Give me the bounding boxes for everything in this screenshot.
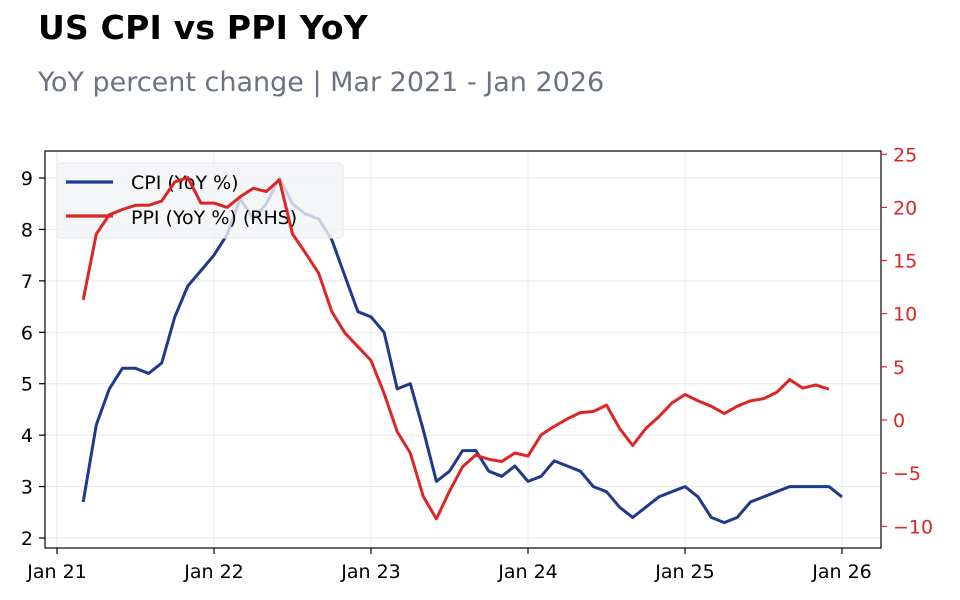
y-right-tick-label: 5 <box>893 357 905 379</box>
y-left-tick-label: 5 <box>21 374 33 396</box>
y-axis-right: 25 20 15 10 5 0 −5 −10 <box>881 144 933 538</box>
y-left-tick-label: 6 <box>21 322 33 344</box>
y-right-tick-label: −5 <box>893 463 921 485</box>
y-left-tick-label: 2 <box>21 528 33 550</box>
chart-title: US CPI vs PPI YoY <box>38 8 368 47</box>
ppi-series-line <box>81 176 830 521</box>
y-right-tick-label: 0 <box>893 410 905 432</box>
x-tick-label: Jan 23 <box>340 561 401 583</box>
y-left-tick-label: 8 <box>21 219 33 241</box>
y-right-tick-label: 20 <box>893 197 917 219</box>
x-tick-label: Jan 24 <box>497 561 558 583</box>
cpi-series-line <box>81 176 843 525</box>
y-right-tick-label: 25 <box>893 144 917 166</box>
x-tick-label: Jan 26 <box>811 561 872 583</box>
plot-frame <box>44 150 882 549</box>
x-tick-label: Jan 22 <box>183 561 244 583</box>
y-right-tick-label: −10 <box>893 516 933 538</box>
y-right-tick-label: 15 <box>893 251 917 273</box>
gridlines <box>45 151 881 548</box>
y-right-tick-label: 10 <box>893 304 917 326</box>
y-left-tick-label: 4 <box>21 425 33 447</box>
y-axis-left: 9 8 7 6 5 4 3 2 <box>21 168 45 550</box>
y-left-tick-label: 3 <box>21 477 33 499</box>
legend-ppi-label: PPI (YoY %) (RHS) <box>131 207 297 229</box>
x-tick-label: Jan 21 <box>26 561 87 583</box>
x-tick-label: Jan 25 <box>654 561 715 583</box>
x-axis: Jan 21 Jan 22 Jan 23 Jan 24 Jan 25 Jan 26 <box>26 548 872 583</box>
legend-cpi-label: CPI (YoY %) <box>131 172 239 194</box>
y-left-tick-label: 7 <box>21 271 33 293</box>
y-left-tick-label: 9 <box>21 168 33 190</box>
chart-subtitle: YoY percent change | Mar 2021 - Jan 2026 <box>38 67 605 98</box>
